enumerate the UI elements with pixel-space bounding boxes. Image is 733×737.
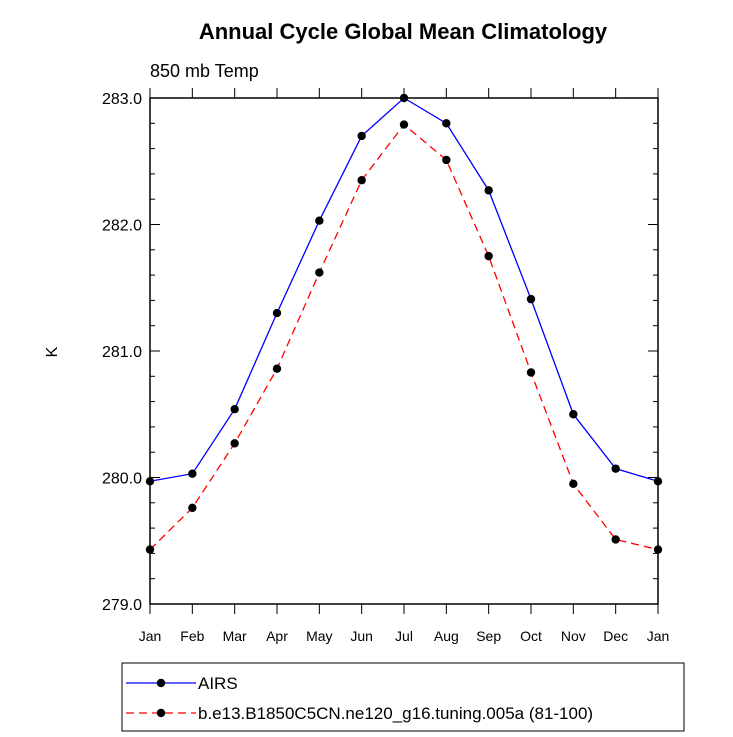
data-point <box>399 120 409 129</box>
chart-subtitle: 850 mb Temp <box>150 61 259 81</box>
data-point <box>611 535 620 544</box>
x-tick-label: Sep <box>476 628 501 644</box>
series-line-0 <box>149 97 659 482</box>
data-point <box>569 410 578 419</box>
legend-box <box>121 662 685 732</box>
data-point <box>442 155 451 165</box>
data-point <box>272 308 282 318</box>
data-point <box>569 479 578 489</box>
data-point <box>188 503 197 513</box>
series-line-1 <box>149 123 659 551</box>
y-axis-label: K <box>44 346 61 357</box>
data-point <box>442 119 451 128</box>
x-tick-label: Mar <box>223 628 247 644</box>
data-point <box>230 439 239 448</box>
data-point <box>399 93 409 103</box>
data-point <box>230 404 239 414</box>
data-point <box>653 545 663 554</box>
data-point <box>526 294 536 304</box>
x-tick-label: Jan <box>647 628 670 644</box>
legend-label: b.e13.B1850C5CN.ne120_g16.tuning.005a (8… <box>198 704 593 723</box>
chart-title: Annual Cycle Global Mean Climatology <box>199 19 608 44</box>
data-point <box>188 469 197 478</box>
legend-label: AIRS <box>198 674 238 693</box>
data-point <box>357 176 366 185</box>
plot-area: 279.0 280.0 281.0 282.0 283.0 Jan Feb Mar Apr May… <box>102 88 669 644</box>
data-point <box>272 364 282 373</box>
data-point <box>526 368 536 377</box>
data-point <box>145 545 155 554</box>
y-tick-label: 283.0 <box>102 91 142 108</box>
plot-frame <box>149 97 659 605</box>
data-point <box>357 131 366 141</box>
legend-swatch-marker <box>156 678 166 688</box>
data-point <box>653 477 663 486</box>
y-tick-label: 279.0 <box>102 597 142 614</box>
x-tick-label: Feb <box>180 628 204 644</box>
data-point <box>611 464 620 473</box>
x-tick-label: Dec <box>603 628 628 644</box>
x-tick-label: Oct <box>520 628 542 644</box>
y-tick-label: 280.0 <box>102 471 142 488</box>
y-tick-label: 282.0 <box>102 218 142 235</box>
x-tick-label: Nov <box>561 628 586 644</box>
x-tick-label: May <box>306 628 332 644</box>
x-tick-label: Jan <box>139 628 162 644</box>
x-tick-label: Apr <box>266 628 288 644</box>
x-tick-label: Jun <box>350 628 373 644</box>
data-point <box>484 186 493 195</box>
legend: AIRS b.e13.B1850C5CN.ne120_g16.tuning.005… <box>121 662 685 732</box>
data-point <box>315 268 324 277</box>
x-tick-label: Aug <box>434 628 459 644</box>
x-tick-label: Jul <box>395 628 413 644</box>
data-point <box>145 477 155 486</box>
data-point <box>315 216 324 225</box>
data-point <box>484 251 493 261</box>
legend-swatch-marker <box>156 708 166 718</box>
y-tick-label: 281.0 <box>102 344 142 361</box>
